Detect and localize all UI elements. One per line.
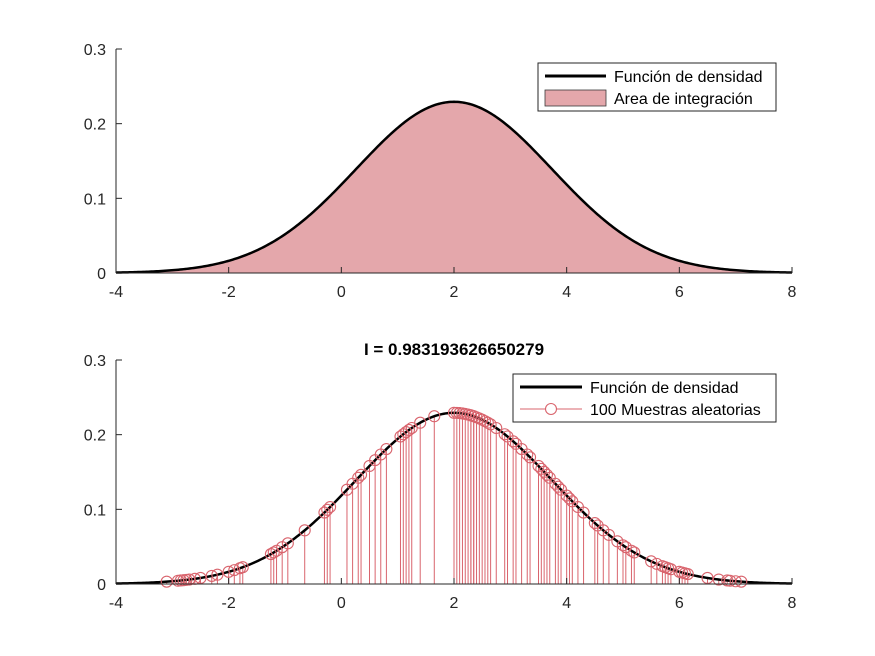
x-tick-label: 2	[450, 284, 459, 301]
sample-marker	[507, 435, 520, 448]
sample-marker	[298, 524, 311, 537]
x-tick-label: 8	[788, 284, 797, 301]
density-area-panel: -4 -2 0 2 4 6 8 0 0.1 0.2 0.3 Función de densidad …	[84, 42, 797, 301]
y-tick-label: 0.3	[84, 42, 106, 59]
sample-marker	[354, 468, 368, 481]
sample-marker	[552, 480, 565, 493]
sample-marker	[628, 546, 641, 559]
sample-marker	[380, 442, 393, 456]
y-tick-label: 0.2	[84, 428, 106, 445]
sample-marker	[267, 546, 280, 559]
legend-swatch-marker	[544, 402, 558, 416]
y-tick-label: 0	[97, 577, 106, 594]
x-tick-label: 6	[675, 595, 684, 612]
sample-marker	[729, 575, 742, 588]
sample-marker	[498, 428, 511, 441]
samples-axes: -4 -2 0 2 4 6 8 0 0.1 0.2 0.3	[84, 353, 797, 612]
sample-marker	[602, 528, 615, 541]
legend-label-samples: 100 Muestras aleatorias	[590, 402, 761, 419]
x-tick-label: 2	[450, 595, 459, 612]
y-tick-label: 0.2	[84, 117, 106, 134]
density-curve	[115, 100, 793, 274]
sample-marker	[324, 500, 337, 514]
y-tick-label: 0.1	[84, 191, 106, 208]
sample-marker	[681, 567, 694, 581]
sample-marker	[481, 416, 494, 429]
sample-marker	[490, 421, 503, 435]
x-tick-label: 0	[337, 595, 346, 612]
sample-marker	[577, 506, 590, 519]
x-tick-label: 4	[562, 284, 571, 301]
x-tick-label: -4	[109, 284, 123, 301]
sample-marker	[540, 468, 554, 481]
sample-marker	[650, 557, 663, 570]
sample-marker	[428, 410, 441, 423]
sample-marker	[222, 565, 235, 578]
sample-marker	[588, 516, 601, 530]
sample-marker	[402, 423, 415, 437]
sample-marker	[236, 561, 249, 574]
x-tick-label: -4	[109, 595, 123, 612]
x-tick-label: 0	[337, 284, 346, 301]
legend-swatch-area	[544, 89, 607, 107]
x-tick-label: 4	[562, 595, 571, 612]
sample-marker	[521, 448, 534, 461]
legend-label-area: Area de integración	[614, 91, 753, 108]
x-tick-label: 6	[675, 284, 684, 301]
sample-marker	[211, 568, 224, 581]
chart-title: I = 0.983193626650279	[364, 340, 544, 359]
density-area-legend: Función de densidad Area de integración	[537, 62, 777, 112]
samples-panel: I = 0.983193626650279 -4 -2 0 2 4 6 8 0 0.1 0.2 0.…	[84, 340, 797, 612]
legend-label-density: Función de densidad	[590, 380, 739, 397]
sample-marker	[616, 539, 630, 552]
sample-marker	[523, 451, 537, 464]
legend-box	[512, 373, 777, 423]
sample-marker	[205, 569, 218, 582]
sample-marker	[228, 564, 241, 577]
sample-marker	[405, 421, 418, 435]
sample-marker	[352, 471, 365, 484]
samples-legend: Función de densidad 100 Muestras aleator…	[512, 373, 777, 423]
sample-marker	[664, 563, 677, 576]
x-tick-label: -2	[222, 595, 236, 612]
y-tick-label: 0	[97, 266, 106, 283]
y-tick-label: 0.3	[84, 353, 106, 370]
sample-marker	[414, 416, 427, 429]
sample-marker	[645, 555, 658, 568]
sample-marker	[735, 575, 748, 588]
sample-marker	[478, 415, 492, 428]
integration-area	[116, 101, 792, 273]
x-tick-label: -2	[222, 284, 236, 301]
sample-marker	[281, 537, 294, 550]
x-tick-label: 8	[788, 595, 797, 612]
sample-marker	[625, 544, 638, 557]
sample-marker	[321, 503, 334, 516]
sample-marker	[563, 492, 576, 505]
legend-label-density: Función de densidad	[614, 69, 763, 86]
density-area-axes: -4 -2 0 2 4 6 8 0 0.1 0.2 0.3	[84, 42, 797, 301]
sample-marker	[194, 571, 207, 585]
y-tick-label: 0.1	[84, 502, 106, 519]
sample-markers	[160, 406, 748, 588]
